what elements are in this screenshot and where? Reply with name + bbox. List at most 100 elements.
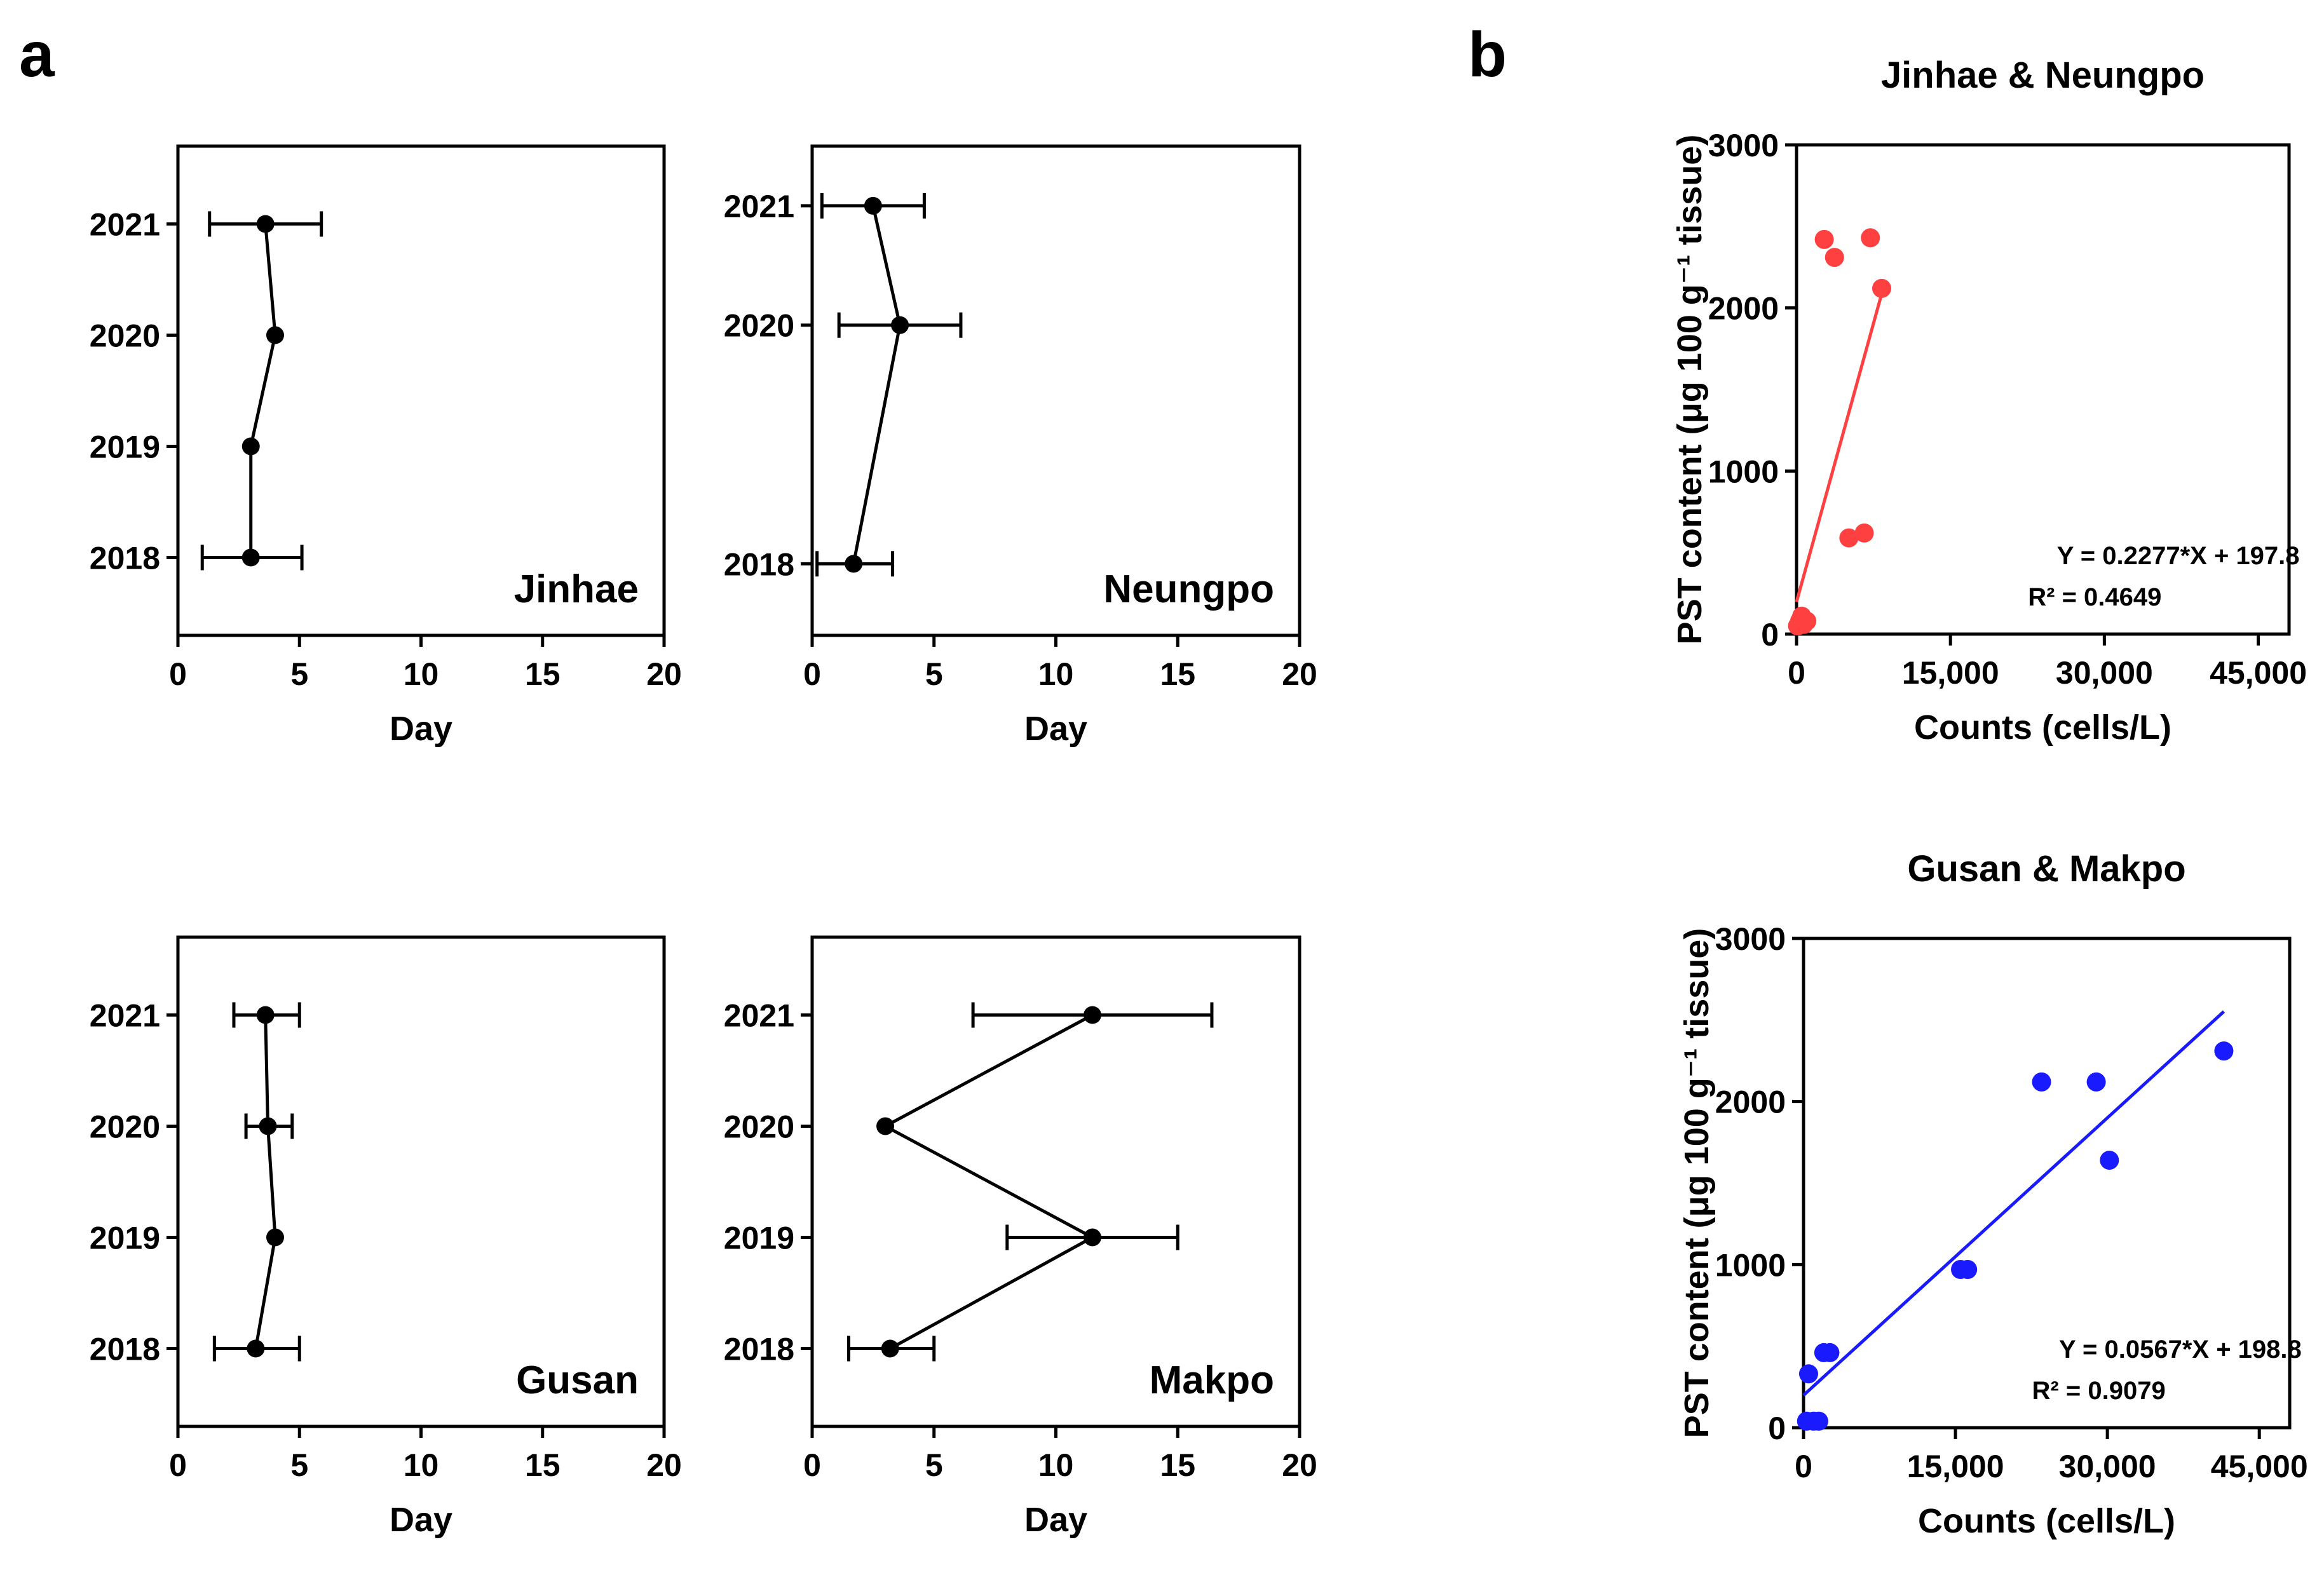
jinhae-neungpo-data-point <box>1825 248 1844 267</box>
jinhae-neungpo-y-tick-label: 3000 <box>1708 128 1779 163</box>
neungpo-x-tick-label: 0 <box>803 656 821 692</box>
makpo-x-tick-label: 10 <box>1038 1447 1074 1483</box>
neungpo-plot-frame <box>810 144 1301 637</box>
jinhae-y-tick-label: 2019 <box>90 430 160 465</box>
gusan-makpo-x-tick-label: 15,000 <box>1907 1449 2004 1484</box>
jinhae-y-tick-label: 2020 <box>90 318 160 354</box>
makpo-data-point <box>1084 1006 1102 1024</box>
gusan-connecting-line <box>254 1015 277 1349</box>
jinhae-neungpo-x-axis-label: Counts (cells/L) <box>1914 708 2171 747</box>
jinhae-data-point <box>266 326 284 344</box>
neungpo-data-point <box>864 196 882 215</box>
gusan-y-tick-label: 2021 <box>90 998 160 1034</box>
gusan-makpo-y-tick-label: 3000 <box>1715 921 1786 957</box>
neungpo-x-tick-label: 15 <box>1160 656 1195 692</box>
makpo-y-tick-label: 2020 <box>724 1109 794 1145</box>
jinhae-neungpo-regression-equation: Y = 0.2277*X + 197.8 <box>2057 542 2300 570</box>
gusan-makpo-data-point <box>1809 1411 1828 1431</box>
gusan-data-point <box>259 1117 277 1135</box>
gusan-makpo-x-axis-label: Counts (cells/L) <box>1918 1502 2175 1540</box>
makpo-connecting-line <box>881 1013 1096 1350</box>
gusan-makpo-data-point <box>2214 1041 2234 1061</box>
gusan-y-tick-label: 2018 <box>90 1332 160 1367</box>
makpo-y-tick-label: 2018 <box>724 1332 794 1367</box>
gusan-chart: 0 5 10 15 20 2018 2019 2020 2021 Day Gusan <box>90 935 682 1539</box>
gusan-makpo-y-tick-label: 2000 <box>1715 1085 1786 1120</box>
neungpo-x-tick-label: 5 <box>925 656 943 692</box>
neungpo-data-point <box>845 555 863 573</box>
gusan-makpo-x-tick-label: 0 <box>1795 1449 1812 1484</box>
jinhae-x-axis-label: Day <box>390 710 452 748</box>
gusan-makpo-x-tick-label: 45,000 <box>2211 1449 2308 1484</box>
jinhae-chart: 0 5 10 15 20 2018 2019 2020 2021 Day Jinhae <box>90 144 682 748</box>
neungpo-y-tick-label: 2021 <box>724 189 794 224</box>
makpo-y-tick-label: 2019 <box>724 1221 794 1256</box>
gusan-makpo-x-tick-label: 30,000 <box>2059 1449 2156 1484</box>
jinhae-site-label: Jinhae <box>514 567 639 611</box>
jinhae-connecting-line <box>249 224 277 558</box>
jinhae-neungpo-x-tick-label: 0 <box>1788 655 1805 691</box>
gusan-makpo-plot-frame <box>1802 937 2292 1430</box>
gusan-makpo-data-point <box>1820 1343 1840 1362</box>
gusan-makpo-regression-line <box>1802 1010 2225 1397</box>
jinhae-data-point <box>241 437 260 456</box>
jinhae-neungpo-y-axis-label: PST content (μg 100 g⁻¹ tissue) <box>1671 135 1709 645</box>
makpo-data-point <box>1084 1228 1102 1247</box>
makpo-x-tick-label: 0 <box>803 1447 821 1483</box>
jinhae-x-tick-label: 10 <box>404 656 439 692</box>
jinhae-data-point <box>241 548 260 567</box>
neungpo-y-tick-label: 2018 <box>724 546 794 582</box>
gusan-makpo-data-point <box>2100 1151 2119 1170</box>
neungpo-x-tick-label: 20 <box>1282 656 1317 692</box>
gusan-makpo-y-axis-label: PST content (μg 100 g⁻¹ tissue) <box>1678 928 1716 1438</box>
jinhae-y-tick-label: 2018 <box>90 541 160 576</box>
jinhae-x-tick-label: 5 <box>290 656 308 692</box>
makpo-x-tick-label: 20 <box>1282 1447 1317 1483</box>
gusan-y-tick-label: 2020 <box>90 1109 160 1145</box>
gusan-makpo-chart-title: Gusan & Makpo <box>1907 848 2185 890</box>
gusan-makpo-data-point <box>2086 1072 2106 1092</box>
gusan-makpo-data-point <box>1798 1364 1818 1384</box>
jinhae-neungpo-y-tick-label: 2000 <box>1708 291 1779 327</box>
jinhae-neungpo-r-squared: R² = 0.4649 <box>2028 583 2161 611</box>
jinhae-neungpo-x-tick-label: 30,000 <box>2056 655 2153 691</box>
gusan-x-tick-label: 15 <box>525 1447 561 1483</box>
neungpo-connecting-line <box>852 205 902 564</box>
jinhae-neungpo-data-point <box>1792 606 1812 626</box>
jinhae-neungpo-data-point <box>1839 528 1859 548</box>
jinhae-neungpo-data-point <box>1854 523 1874 543</box>
gusan-data-point <box>256 1006 275 1024</box>
neungpo-x-axis-label: Day <box>1024 710 1087 748</box>
jinhae-x-tick-label: 15 <box>525 656 561 692</box>
makpo-data-point <box>881 1339 899 1358</box>
gusan-site-label: Gusan <box>516 1358 639 1402</box>
neungpo-chart: 0 5 10 15 20 2018 2020 2021 Day Neungpo <box>724 144 1317 748</box>
gusan-y-tick-label: 2019 <box>90 1221 160 1256</box>
gusan-makpo-chart: 0 15,000 30,000 45,000 0 1000 2000 3000 Gusan & … <box>1678 848 2308 1540</box>
makpo-data-point <box>876 1117 895 1135</box>
gusan-makpo-y-tick-label: 1000 <box>1715 1247 1786 1283</box>
jinhae-neungpo-x-tick-label: 45,000 <box>2210 655 2307 691</box>
makpo-x-axis-label: Day <box>1024 1501 1087 1539</box>
gusan-makpo-data-point <box>2032 1072 2051 1092</box>
makpo-site-label: Makpo <box>1150 1358 1274 1402</box>
neungpo-site-label: Neungpo <box>1103 567 1274 611</box>
jinhae-x-tick-label: 20 <box>646 656 682 692</box>
jinhae-neungpo-plot-frame <box>1795 143 2291 636</box>
jinhae-data-point <box>256 215 275 233</box>
makpo-y-tick-label: 2021 <box>724 998 794 1034</box>
gusan-makpo-r-squared: R² = 0.9079 <box>2032 1377 2166 1405</box>
gusan-makpo-y-tick-label: 0 <box>1768 1411 1786 1446</box>
gusan-makpo-regression-equation: Y = 0.0567*X + 198.8 <box>2059 1336 2302 1364</box>
makpo-x-tick-label: 15 <box>1160 1447 1195 1483</box>
gusan-x-tick-label: 10 <box>404 1447 439 1483</box>
gusan-x-tick-label: 20 <box>646 1447 682 1483</box>
panel-label-a: a <box>19 19 55 90</box>
jinhae-neungpo-data-point <box>1861 228 1880 248</box>
gusan-x-axis-label: Day <box>390 1501 452 1539</box>
jinhae-y-tick-label: 2021 <box>90 207 160 243</box>
gusan-x-tick-label: 5 <box>290 1447 308 1483</box>
jinhae-neungpo-x-tick-label: 15,000 <box>1902 655 1999 691</box>
